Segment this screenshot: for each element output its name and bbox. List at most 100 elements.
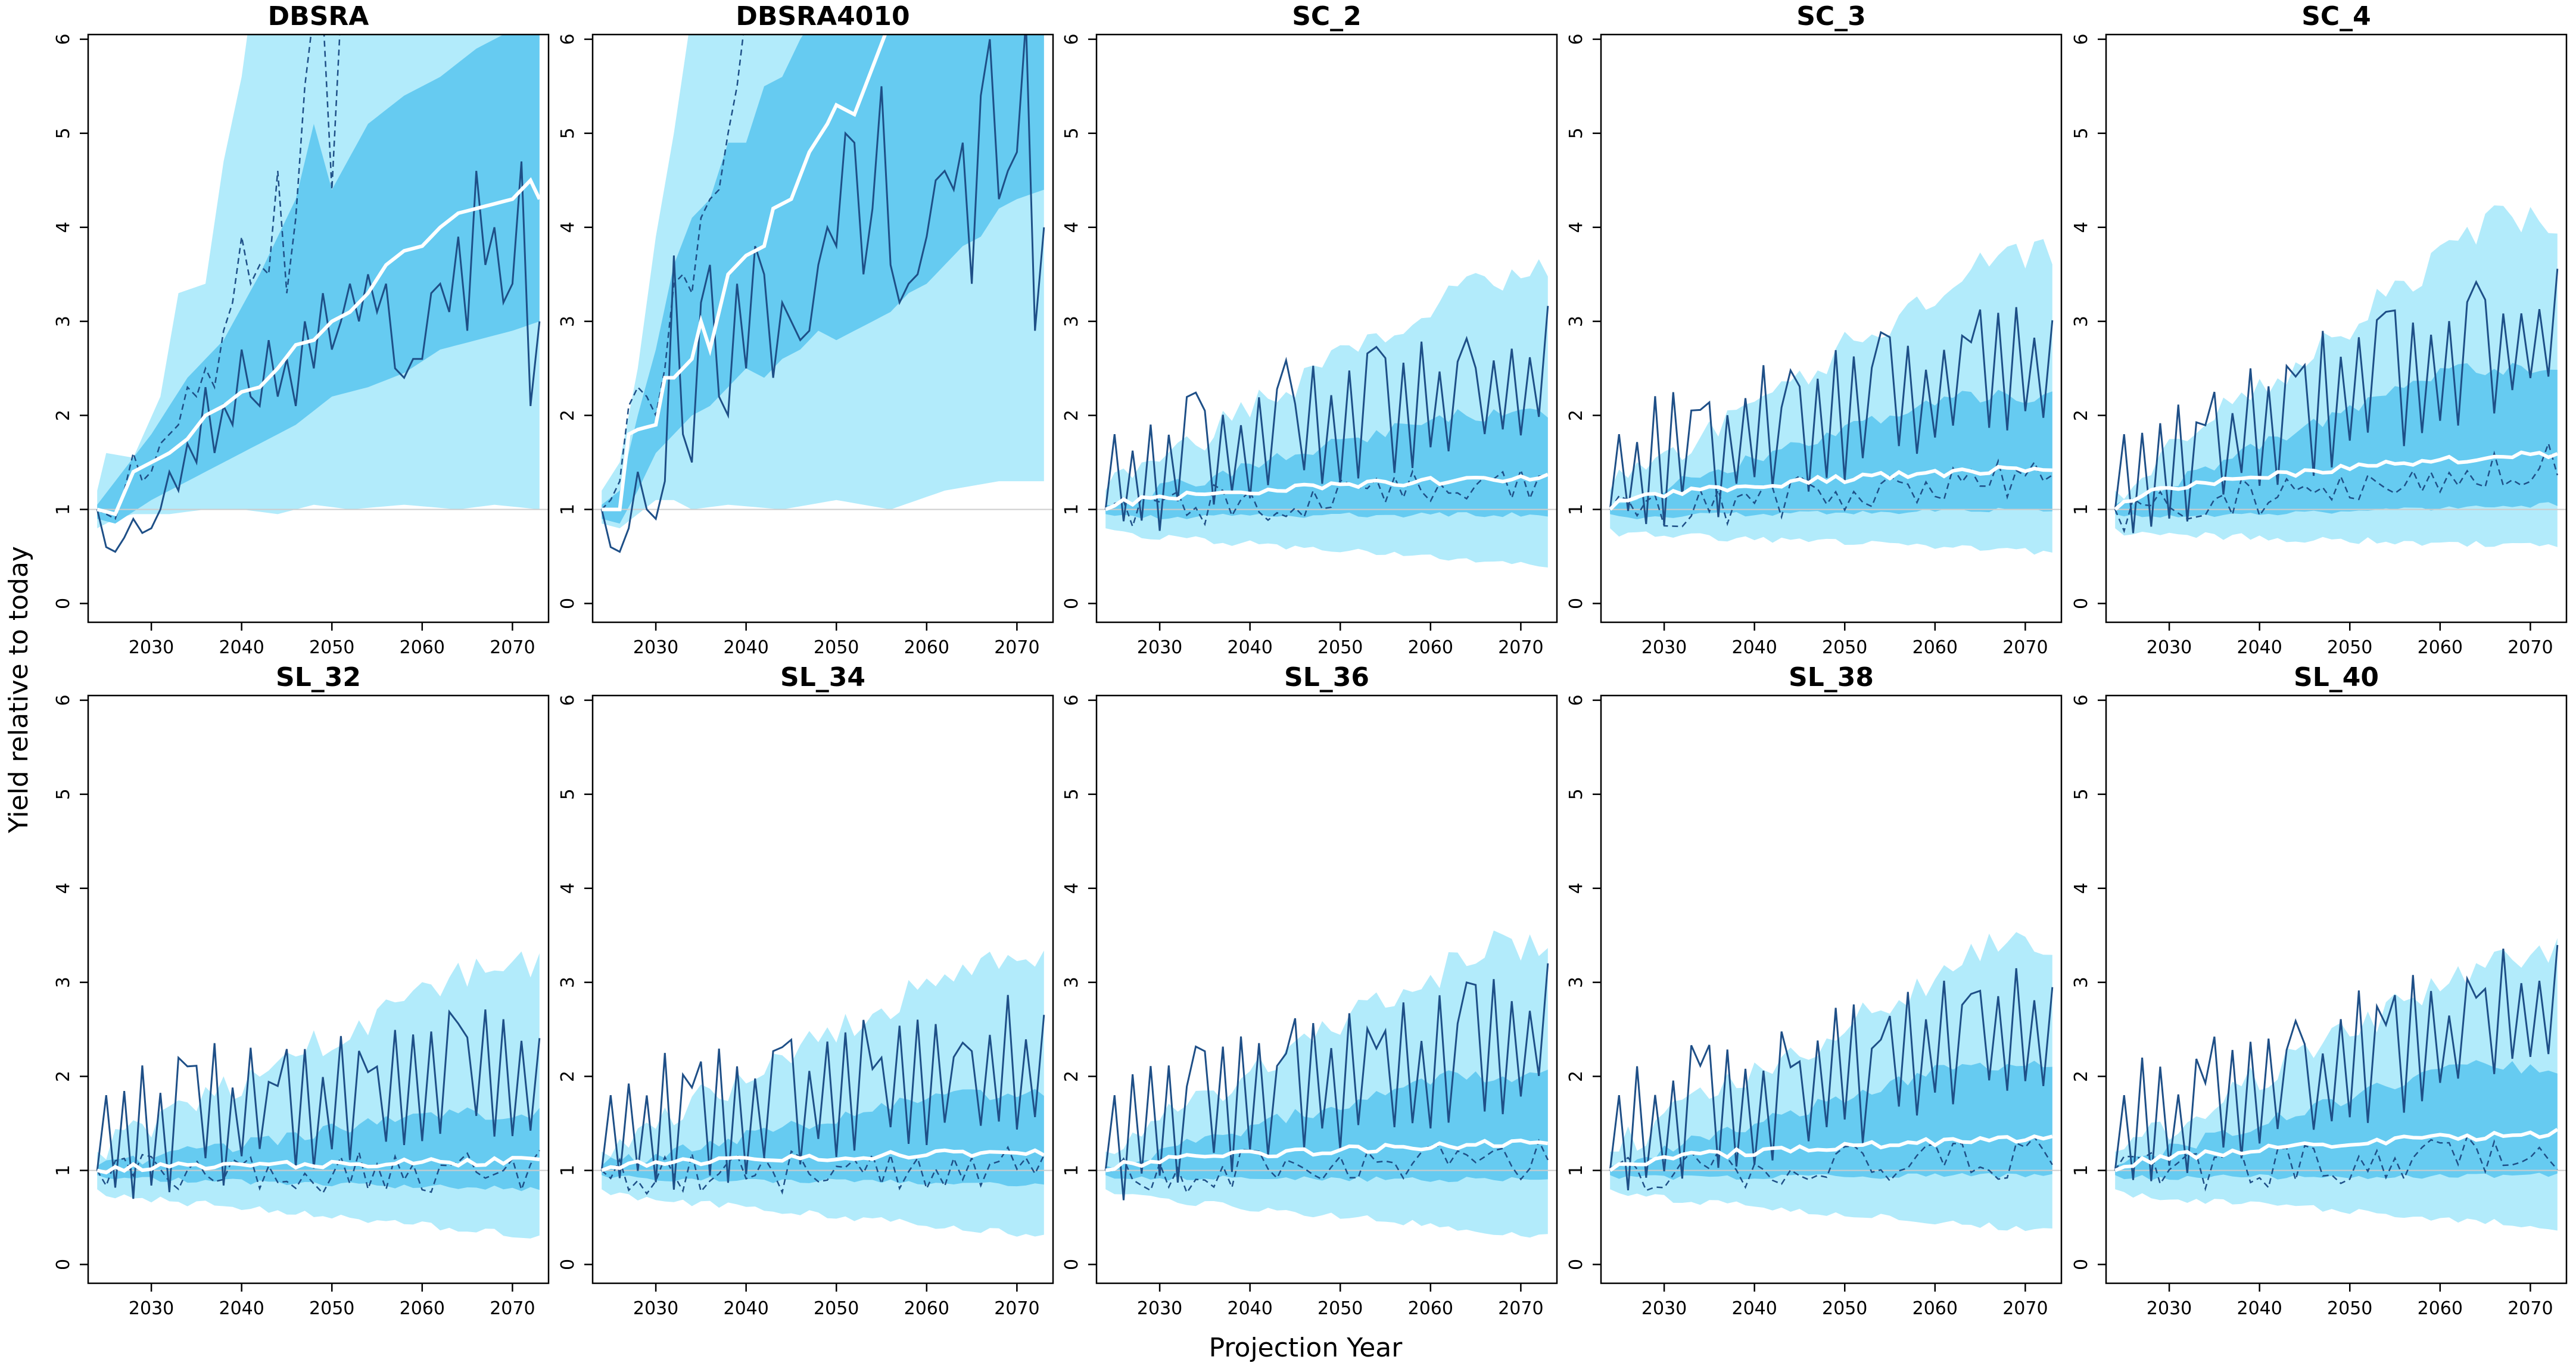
y-tick-label: 2 xyxy=(557,1071,578,1082)
plot-area xyxy=(2106,205,2566,547)
panel-sc_4: SC_4 0 1 2 3 4 5 6 2030 2040 2050 2060 2070 xyxy=(2071,1,2568,658)
y-tick-label: 1 xyxy=(2071,504,2092,515)
y-tick-label: 3 xyxy=(2071,316,2092,327)
panel-sl_38: SL_38 0 1 2 3 4 5 6 2030 2040 2050 2060 2070 xyxy=(1566,662,2063,1319)
y-tick-label: 2 xyxy=(53,1071,74,1082)
y-tick-label: 6 xyxy=(1061,694,1082,706)
plot-area xyxy=(2106,938,2566,1231)
x-tick-label: 2070 xyxy=(490,1298,535,1319)
x-tick-label: 2070 xyxy=(2508,637,2553,658)
y-tick-label: 6 xyxy=(2071,694,2092,706)
x-tick-label: 2070 xyxy=(1498,1298,1543,1319)
y-tick-label: 6 xyxy=(53,694,74,706)
inner-percentile-band xyxy=(602,35,1044,524)
x-tick-label: 2060 xyxy=(2418,637,2463,658)
y-tick-label: 5 xyxy=(2071,788,2092,800)
plot-area xyxy=(593,950,1053,1237)
y-tick-label: 6 xyxy=(557,694,578,706)
x-tick-label: 2060 xyxy=(1408,637,1453,658)
panel-sl_40: SL_40 0 1 2 3 4 5 6 2030 2040 2050 2060 2070 xyxy=(2071,662,2568,1319)
x-tick-label: 2050 xyxy=(2327,1298,2372,1319)
panel-frame xyxy=(1095,33,1558,623)
y-tick-label: 3 xyxy=(557,316,578,327)
y-tick-label: 3 xyxy=(557,977,578,988)
x-tick-label: 2060 xyxy=(400,637,445,658)
x-tick-label: 2050 xyxy=(814,1298,859,1319)
y-tick-label: 4 xyxy=(53,222,74,233)
plot-area xyxy=(88,35,549,553)
panel-frame xyxy=(87,33,550,623)
median-line xyxy=(96,177,541,516)
y-tick-label: 6 xyxy=(1061,33,1082,45)
x-tick-label: 2070 xyxy=(2508,1298,2553,1319)
x-tick-label: 2040 xyxy=(723,637,768,658)
x-tick-label: 2060 xyxy=(1912,637,1958,658)
panel-title: SC_3 xyxy=(1796,1,1866,32)
example-line-dashed xyxy=(2114,1134,2558,1192)
x-tick-label: 2030 xyxy=(129,637,174,658)
panel-sc_3: SC_3 0 1 2 3 4 5 6 2030 2040 2050 2060 2070 xyxy=(1566,1,2063,658)
example-line-solid xyxy=(1104,305,1549,531)
y-tick-label: 4 xyxy=(2071,883,2092,894)
inner-percentile-band xyxy=(2115,1060,2558,1181)
example-line-solid xyxy=(1609,968,2054,1190)
example-line-solid xyxy=(1104,963,1549,1200)
x-tick-label: 2040 xyxy=(1227,637,1272,658)
y-tick-label: 5 xyxy=(1566,788,1587,800)
x-tick-label: 2050 xyxy=(309,1298,354,1319)
plot-area xyxy=(1601,239,2061,555)
y-tick-label: 1 xyxy=(1061,504,1082,515)
example-line-dashed xyxy=(96,1149,540,1195)
y-tick-label: 0 xyxy=(1566,1259,1587,1270)
panel-sl_34: SL_34 0 1 2 3 4 5 6 2030 2040 2050 2060 2070 xyxy=(557,662,1054,1319)
plot-area xyxy=(593,35,1053,553)
x-tick-label: 2050 xyxy=(2327,637,2372,658)
panel-frame xyxy=(1095,694,1558,1284)
panel-title: DBSRA xyxy=(268,1,369,32)
y-tick-label: 4 xyxy=(2071,222,2092,233)
x-tick-label: 2050 xyxy=(1822,1298,1867,1319)
example-line-dashed xyxy=(1105,1139,1549,1195)
panel-sc_2: SC_2 0 1 2 3 4 5 6 2030 2040 2050 2060 2070 xyxy=(1061,1,1558,658)
plot-area xyxy=(1097,259,1557,567)
median-line xyxy=(2114,450,2558,511)
x-tick-label: 2030 xyxy=(1137,1298,1182,1319)
y-tick-label: 2 xyxy=(53,410,74,421)
x-tick-label: 2060 xyxy=(1912,1298,1958,1319)
y-tick-label: 2 xyxy=(1061,1071,1082,1082)
y-tick-label: 0 xyxy=(1061,1259,1082,1270)
y-tick-label: 0 xyxy=(557,1259,578,1270)
y-tick-label: 5 xyxy=(53,788,74,800)
median-line xyxy=(601,1148,1045,1173)
y-tick-label: 6 xyxy=(1566,33,1587,45)
panel-frame xyxy=(1600,694,2063,1284)
y-tick-label: 6 xyxy=(2071,33,2092,45)
x-tick-label: 2070 xyxy=(994,1298,1039,1319)
x-tick-label: 2040 xyxy=(1227,1298,1272,1319)
median-line xyxy=(1105,1139,1549,1173)
x-tick-label: 2040 xyxy=(1731,637,1777,658)
y-tick-label: 2 xyxy=(2071,410,2092,421)
x-tick-label: 2040 xyxy=(2237,637,2282,658)
x-tick-label: 2040 xyxy=(219,1298,264,1319)
x-tick-label: 2030 xyxy=(633,1298,678,1319)
y-tick-label: 4 xyxy=(53,883,74,894)
inner-percentile-band xyxy=(1610,1061,2052,1180)
panel-title: SL_38 xyxy=(1789,662,1874,693)
y-tick-label: 5 xyxy=(1566,127,1587,139)
x-tick-label: 2040 xyxy=(219,637,264,658)
x-tick-label: 2070 xyxy=(2002,637,2048,658)
y-tick-label: 3 xyxy=(53,977,74,988)
example-line-solid xyxy=(1609,307,2054,526)
y-tick-label: 2 xyxy=(557,410,578,421)
y-tick-label: 5 xyxy=(53,127,74,139)
example-line-dashed xyxy=(2114,441,2559,534)
y-tick-label: 5 xyxy=(1061,788,1082,800)
y-tick-label: 0 xyxy=(2071,1259,2092,1270)
x-tick-label: 2040 xyxy=(2237,1298,2282,1319)
y-tick-label: 5 xyxy=(557,788,578,800)
y-tick-label: 4 xyxy=(1061,222,1082,233)
x-tick-label: 2060 xyxy=(400,1298,445,1319)
x-tick-label: 2030 xyxy=(2147,637,2192,658)
